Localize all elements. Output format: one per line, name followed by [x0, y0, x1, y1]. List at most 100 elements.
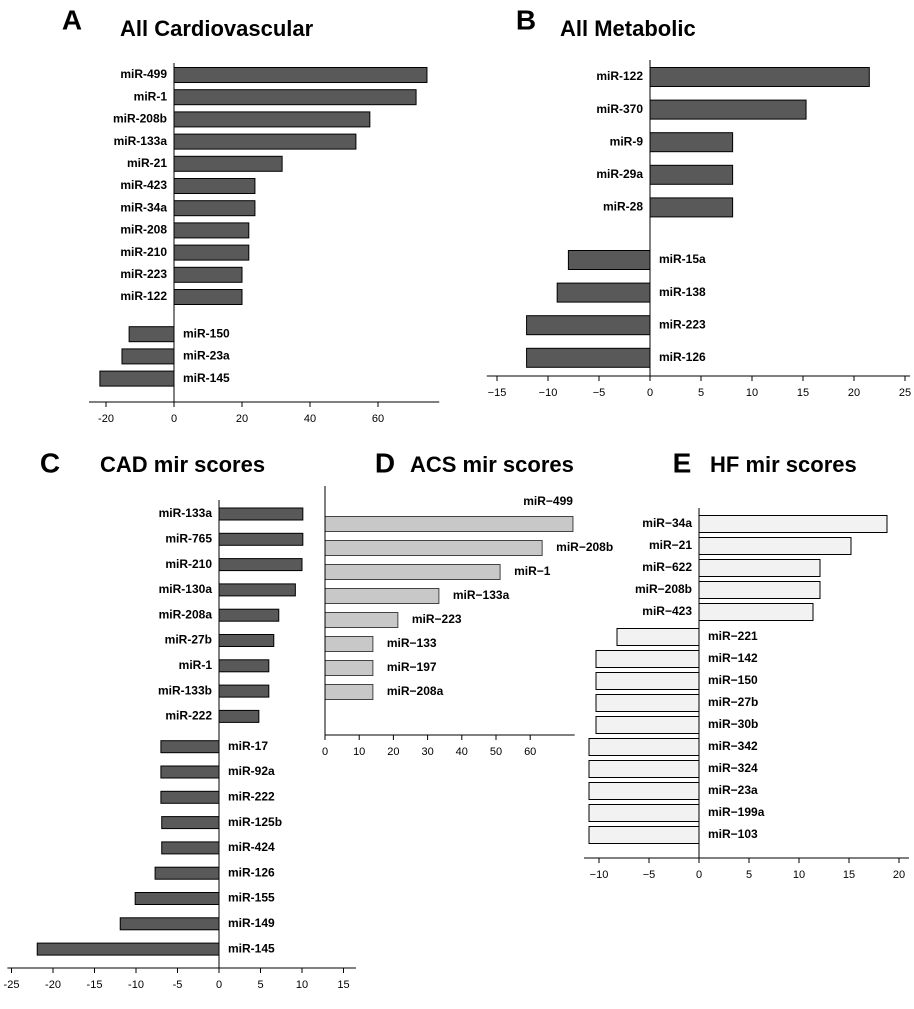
bar [218, 532, 304, 546]
category-label: miR-145 [183, 371, 230, 385]
x-tick-label: 5 [698, 387, 704, 399]
category-label: miR-499 [120, 67, 167, 81]
bar [698, 581, 821, 599]
category-label: miR−27b [708, 695, 758, 709]
x-tick-label: 0 [216, 979, 222, 991]
bar [121, 348, 175, 365]
bar [616, 628, 700, 646]
category-label: miR-222 [165, 709, 212, 723]
x-tick-label: 25 [899, 387, 911, 399]
bar [218, 558, 303, 572]
category-label: miR−342 [708, 739, 758, 753]
x-tick-label: 20 [848, 387, 860, 399]
category-label: miR−133a [453, 588, 510, 602]
bar [588, 760, 700, 778]
bar [218, 659, 270, 673]
panel-label: A [62, 4, 82, 35]
bar [173, 155, 283, 172]
category-label: miR−30b [708, 717, 758, 731]
bar [588, 738, 700, 756]
x-tick-label: −15 [488, 387, 507, 399]
bar [324, 660, 374, 676]
category-label: miR-126 [659, 350, 706, 364]
chart-title: CAD mir scores [100, 452, 265, 477]
category-label: miR-222 [228, 789, 275, 803]
bar [154, 866, 220, 880]
x-tick-label: 10 [793, 869, 805, 881]
x-tick-label: 60 [372, 413, 384, 425]
x-tick-label: -5 [173, 979, 183, 991]
bar [588, 782, 700, 800]
category-label: miR-424 [228, 840, 275, 854]
x-tick-label: 15 [797, 387, 809, 399]
x-tick-label: 20 [387, 746, 399, 758]
bar [173, 222, 250, 239]
x-tick-label: −5 [643, 869, 656, 881]
category-label: miR-133a [159, 506, 213, 520]
category-label: miR−423 [642, 604, 692, 618]
category-label: miR-210 [165, 557, 212, 571]
category-label: miR-423 [120, 178, 167, 192]
bar [649, 132, 734, 153]
x-tick-label: 0 [647, 387, 653, 399]
bar [173, 111, 371, 128]
category-label: miR−324 [708, 761, 758, 775]
bar [698, 537, 852, 555]
x-tick-label: -20 [45, 979, 61, 991]
category-label: miR−208b [556, 540, 613, 554]
chart-title: All Cardiovascular [120, 16, 314, 41]
chart-title: HF mir scores [710, 452, 857, 477]
bar [160, 790, 220, 804]
x-tick-label: 50 [490, 746, 502, 758]
category-label: miR-133a [114, 134, 168, 148]
bar [595, 694, 700, 712]
category-label: miR−133 [387, 636, 437, 650]
chart-title: All Metabolic [560, 16, 696, 41]
bar [36, 942, 220, 956]
category-label: miR-130a [159, 582, 213, 596]
bar [173, 178, 256, 194]
category-label: miR-92a [228, 764, 275, 778]
category-label: miR−23a [708, 783, 758, 797]
category-label: miR-27b [165, 633, 212, 647]
category-label: miR-9 [610, 134, 644, 148]
bar [324, 636, 374, 652]
bar [698, 515, 888, 533]
bar [173, 133, 357, 150]
bar [218, 634, 275, 647]
bar [128, 326, 175, 343]
category-label: miR−223 [412, 612, 462, 626]
x-tick-label: 0 [322, 746, 328, 758]
bar [324, 564, 501, 580]
bar [595, 716, 700, 734]
x-tick-label: 0 [696, 869, 702, 881]
category-label: miR−150 [708, 673, 758, 687]
category-label: miR-29a [596, 167, 643, 181]
bar [173, 89, 417, 106]
x-tick-label: 10 [296, 979, 308, 991]
x-tick-label: −10 [590, 869, 609, 881]
x-tick-label: 40 [304, 413, 316, 425]
bar [649, 99, 807, 120]
category-label: miR-1 [134, 89, 168, 103]
x-tick-label: 5 [257, 979, 263, 991]
category-label: miR−208a [387, 684, 444, 698]
bar [595, 672, 700, 690]
bar [218, 684, 270, 698]
x-tick-label: -20 [98, 413, 114, 425]
category-label: miR-17 [228, 739, 268, 753]
bar [173, 266, 243, 283]
bar [526, 315, 651, 336]
category-label: miR-122 [596, 69, 643, 83]
bar [324, 540, 543, 556]
bar [161, 816, 220, 830]
x-tick-label: 5 [746, 869, 752, 881]
category-label: miR-150 [183, 326, 230, 340]
category-label: miR-122 [120, 289, 167, 303]
bar [567, 250, 651, 270]
category-label: miR-223 [120, 267, 167, 281]
category-label: miR-208b [113, 112, 167, 126]
bar [173, 200, 256, 217]
bar [160, 740, 220, 754]
